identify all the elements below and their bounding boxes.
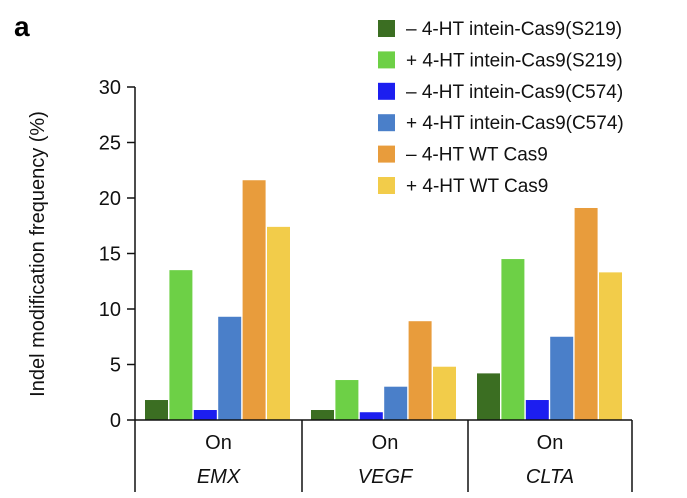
bar-clta-series-2 (501, 259, 525, 420)
legend: – 4-HT intein-Cas9(S219) + 4-HT intein-Ca… (378, 19, 624, 197)
bar-vegf-series-2 (335, 380, 359, 420)
legend-swatch (378, 114, 395, 132)
bar-vegf-series-1 (311, 410, 334, 420)
bar-emx-series-4 (218, 316, 242, 420)
bar-emx-series-5 (242, 180, 266, 420)
y-tick-label: 30 (99, 77, 121, 99)
y-tick-label: 0 (110, 410, 121, 432)
x-category-gene-label: VEGF (358, 466, 414, 488)
legend-label: – 4-HT intein-Cas9(C574) (406, 82, 623, 103)
bar-vegf-series-3 (359, 412, 383, 420)
y-tick-label: 25 (99, 133, 121, 155)
legend-swatch (378, 82, 395, 100)
legend-swatch (378, 177, 395, 194)
y-tick-label: 5 (110, 355, 121, 377)
bar-emx-series-3 (193, 410, 217, 420)
x-axis: On EMX On VEGF On CLTA (134, 419, 633, 492)
bar-emx-series-2 (169, 270, 193, 420)
y-axis-label: Indel modification frequency (%) (27, 111, 49, 397)
bar-emx-series-6 (267, 226, 290, 420)
bar-clta-series-1 (477, 373, 500, 420)
legend-label: + 4-HT WT Cas9 (406, 176, 548, 197)
legend-swatch (378, 145, 395, 163)
bar-vegf-series-5 (408, 321, 432, 420)
bar-clta-series-6 (599, 272, 622, 420)
legend-label: – 4-HT WT Cas9 (406, 145, 548, 166)
legend-label: + 4-HT intein-Cas9(C574) (406, 113, 624, 134)
bars-group (145, 180, 622, 420)
legend-swatch (378, 20, 395, 37)
x-category-gene-label: CLTA (526, 466, 574, 488)
legend-swatch (378, 51, 395, 69)
bar-vegf-series-6 (433, 366, 456, 420)
y-tick-label: 20 (99, 188, 121, 210)
x-category-site-label: On (205, 432, 232, 454)
panel-label: a (14, 11, 30, 42)
bar-clta-series-3 (525, 400, 549, 420)
y-axis: 0 5 10 15 20 25 30 (99, 77, 136, 432)
y-tick-label: 15 (99, 244, 121, 266)
x-category-site-label: On (537, 432, 564, 454)
y-tick-label: 10 (99, 299, 121, 321)
legend-label: + 4-HT intein-Cas9(S219) (406, 50, 623, 71)
bar-emx-series-1 (145, 400, 168, 420)
bar-clta-series-4 (550, 336, 574, 420)
bar-clta-series-5 (574, 207, 598, 420)
x-category-gene-label: EMX (197, 466, 241, 488)
legend-label: – 4-HT intein-Cas9(S219) (406, 19, 622, 40)
bar-vegf-series-4 (384, 386, 408, 420)
x-category-site-label: On (372, 432, 399, 454)
